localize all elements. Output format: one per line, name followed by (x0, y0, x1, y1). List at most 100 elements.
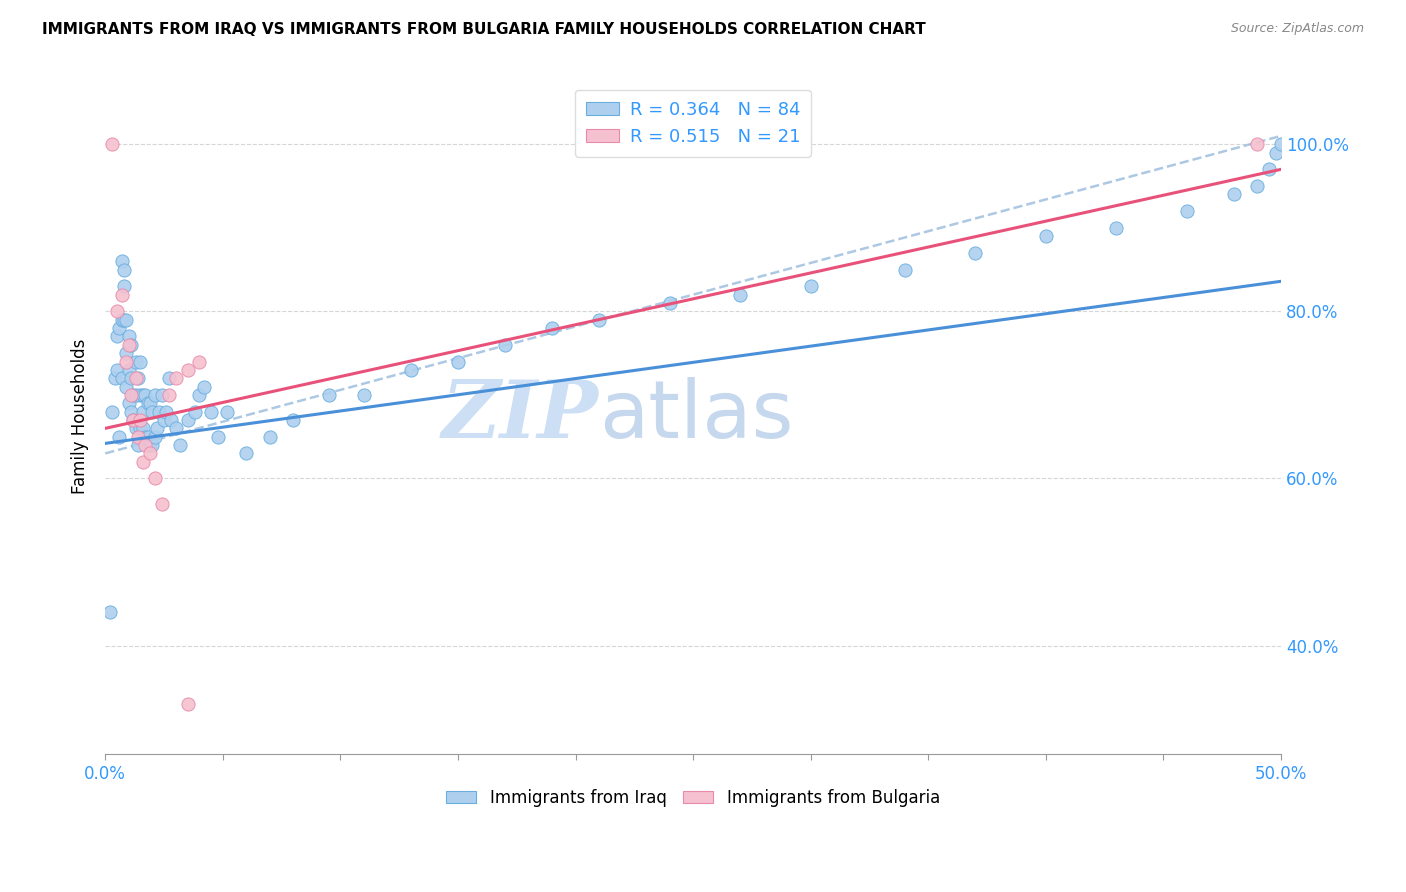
Point (188, 354, 211, 368)
Point (134, 388, 156, 402)
Point (1223, 187, 1246, 202)
Point (176, 363, 198, 377)
Point (120, 404, 142, 418)
Point (800, 279, 823, 293)
Point (183, 404, 205, 418)
Point (125, 388, 148, 402)
Point (259, 430, 281, 444)
Point (399, 363, 422, 377)
Point (541, 321, 564, 335)
Point (108, 430, 131, 444)
Point (494, 338, 516, 352)
Point (353, 388, 375, 402)
Point (283, 413, 305, 427)
Point (132, 404, 155, 418)
Point (447, 354, 470, 368)
Point (129, 421, 152, 435)
Point (112, 279, 135, 293)
Point (148, 404, 170, 418)
Point (132, 388, 155, 402)
Point (157, 388, 180, 402)
Point (105, 329, 128, 343)
Point (122, 413, 145, 427)
Point (217, 404, 239, 418)
Point (125, 421, 148, 435)
Point (1105, 220, 1128, 235)
Point (1246, 179, 1268, 194)
Point (235, 446, 257, 460)
Point (112, 312, 135, 326)
Point (136, 430, 159, 444)
Point (118, 363, 141, 377)
Point (143, 430, 166, 444)
Point (193, 379, 215, 393)
Point (115, 346, 138, 360)
Point (115, 354, 138, 368)
Point (98, 605, 121, 619)
Y-axis label: Family Households: Family Households (72, 338, 89, 493)
Point (120, 388, 142, 402)
Point (143, 471, 166, 485)
Point (165, 371, 187, 385)
Text: Source: ZipAtlas.com: Source: ZipAtlas.com (1230, 22, 1364, 36)
Point (588, 312, 610, 326)
Point (122, 413, 145, 427)
Point (105, 304, 128, 318)
Legend: Immigrants from Iraq, Immigrants from Bulgaria: Immigrants from Iraq, Immigrants from Bu… (440, 782, 946, 814)
Point (122, 388, 145, 402)
Point (111, 312, 134, 326)
Point (118, 329, 141, 343)
Point (118, 338, 141, 352)
Point (120, 371, 142, 385)
Point (134, 430, 156, 444)
Point (141, 404, 163, 418)
Point (125, 354, 148, 368)
Point (893, 262, 915, 277)
Point (129, 413, 152, 427)
Point (127, 430, 149, 444)
Point (111, 254, 134, 268)
Point (127, 371, 149, 385)
Point (318, 388, 340, 402)
Point (111, 371, 134, 385)
Point (150, 497, 173, 511)
Point (111, 287, 134, 301)
Point (136, 396, 159, 410)
Point (139, 446, 162, 460)
Point (129, 388, 152, 402)
Point (157, 371, 180, 385)
Point (1258, 162, 1281, 177)
Point (120, 338, 142, 352)
Point (207, 430, 229, 444)
Point (141, 438, 163, 452)
Point (139, 396, 162, 410)
Point (165, 421, 187, 435)
Point (176, 697, 198, 711)
Point (1265, 145, 1288, 160)
Point (155, 404, 177, 418)
Point (658, 296, 681, 310)
Point (200, 404, 222, 418)
Point (134, 438, 156, 452)
Point (105, 363, 128, 377)
Point (127, 438, 149, 452)
Point (101, 404, 124, 418)
Point (125, 371, 148, 385)
Text: IMMIGRANTS FROM IRAQ VS IMMIGRANTS FROM BULGARIA FAMILY HOUSEHOLDS CORRELATION C: IMMIGRANTS FROM IRAQ VS IMMIGRANTS FROM … (42, 22, 927, 37)
Point (143, 388, 166, 402)
Point (108, 321, 131, 335)
Point (1246, 137, 1268, 152)
Text: ZIP: ZIP (441, 377, 599, 455)
Point (104, 371, 127, 385)
Point (1035, 229, 1057, 244)
Point (132, 421, 155, 435)
Point (146, 421, 169, 435)
Point (150, 388, 173, 402)
Point (101, 137, 124, 152)
Point (160, 413, 183, 427)
Point (153, 413, 176, 427)
Point (1175, 204, 1198, 219)
Point (1270, 137, 1292, 152)
Point (129, 354, 152, 368)
Point (115, 312, 138, 326)
